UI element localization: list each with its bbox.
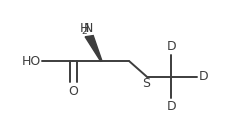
Text: O: O <box>69 85 78 98</box>
Text: D: D <box>166 100 176 113</box>
Text: N: N <box>84 22 93 35</box>
Text: 2: 2 <box>82 27 88 36</box>
Polygon shape <box>85 36 102 61</box>
Text: S: S <box>142 77 150 90</box>
Text: D: D <box>199 70 209 83</box>
Text: D: D <box>166 40 176 54</box>
Text: HO: HO <box>22 55 41 68</box>
Text: H: H <box>80 22 89 35</box>
